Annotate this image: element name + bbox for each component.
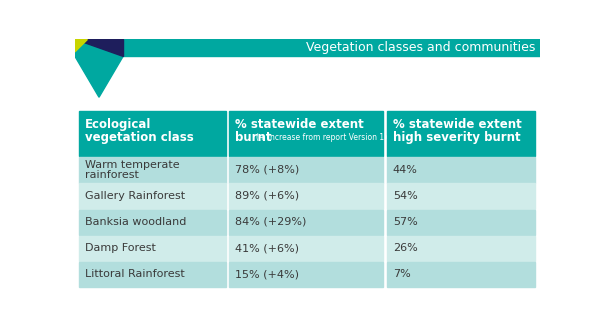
Text: burnt: burnt (235, 131, 272, 144)
Bar (386, 262, 535, 288)
Bar (79, 262, 226, 288)
Bar (79, 210, 226, 235)
Text: % statewide extent: % statewide extent (235, 118, 364, 131)
Bar (75, 39, 540, 56)
Bar (79, 236, 226, 261)
Text: Gallery Rainforest: Gallery Rainforest (85, 191, 185, 201)
Text: vegetation class: vegetation class (85, 131, 194, 144)
Bar (386, 236, 535, 261)
Text: 89% (+6%): 89% (+6%) (235, 191, 299, 201)
Bar (386, 210, 535, 235)
Bar (386, 157, 535, 183)
Bar (229, 184, 383, 209)
Text: rainforest: rainforest (85, 170, 139, 180)
Bar (229, 262, 383, 288)
Bar (229, 210, 383, 235)
Text: 84% (+29%): 84% (+29%) (235, 217, 307, 227)
Text: 41% (+6%): 41% (+6%) (235, 243, 299, 253)
Text: % statewide extent: % statewide extent (393, 118, 521, 131)
Text: 26%: 26% (393, 243, 418, 253)
Bar (386, 111, 535, 156)
Text: Damp Forest: Damp Forest (85, 243, 156, 253)
Bar (79, 157, 226, 183)
Text: 7%: 7% (393, 269, 410, 279)
Bar (79, 184, 226, 209)
Text: 57%: 57% (393, 217, 418, 227)
Bar (229, 236, 383, 261)
Bar (79, 111, 226, 156)
Text: high severity burnt: high severity burnt (393, 131, 520, 144)
Text: 44%: 44% (393, 164, 418, 175)
Text: 54%: 54% (393, 191, 418, 201)
Bar (229, 111, 383, 156)
Polygon shape (75, 39, 88, 52)
Text: 15% (+4%): 15% (+4%) (235, 269, 299, 279)
Bar (229, 157, 383, 183)
Text: Littoral Rainforest: Littoral Rainforest (85, 269, 185, 279)
Text: (+ increase from report Version 1): (+ increase from report Version 1) (256, 133, 388, 142)
Bar (386, 184, 535, 209)
Text: Warm temperate: Warm temperate (85, 160, 180, 170)
Text: 78% (+8%): 78% (+8%) (235, 164, 299, 175)
Text: Ecological: Ecological (85, 118, 151, 131)
Polygon shape (75, 56, 123, 97)
Polygon shape (75, 39, 123, 56)
Text: Banksia woodland: Banksia woodland (85, 217, 187, 227)
Text: Vegetation classes and communities: Vegetation classes and communities (306, 41, 535, 55)
